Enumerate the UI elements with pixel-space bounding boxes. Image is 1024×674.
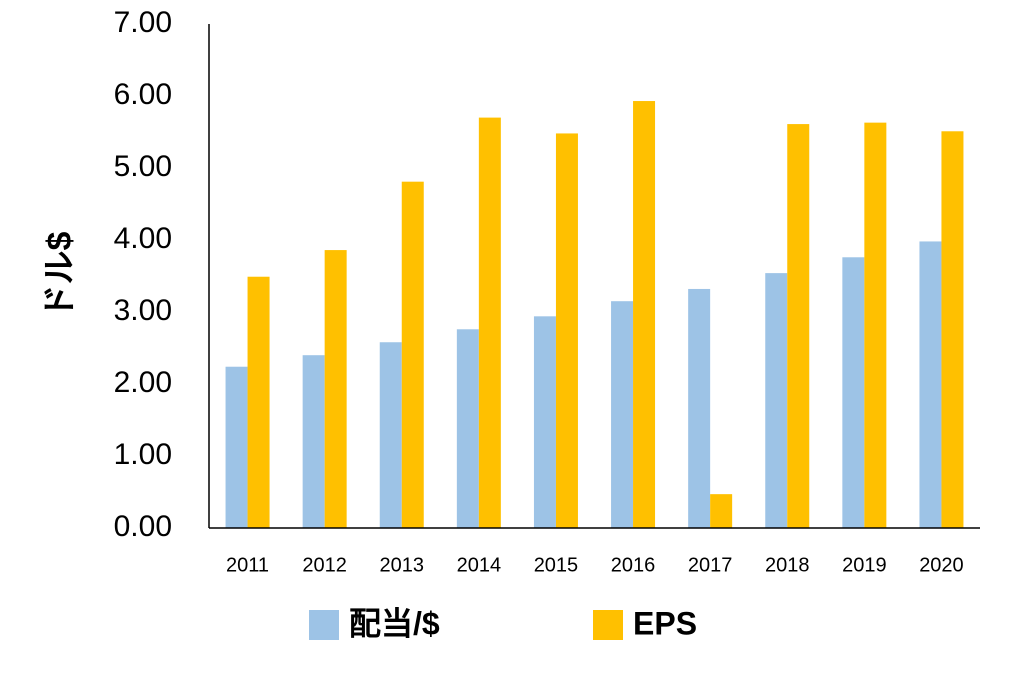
y-tick-label: 3.00 (114, 294, 172, 327)
bar-eps-2020 (941, 131, 964, 528)
x-tick-label: 2016 (611, 554, 656, 576)
x-tick-label: 2015 (534, 554, 579, 576)
bar-dividend-2016 (611, 301, 634, 528)
y-tick-label: 4.00 (114, 222, 172, 255)
bar-eps-2014 (478, 117, 501, 528)
legend-label: 配当/$ (349, 605, 440, 641)
x-tick-label: 2020 (919, 554, 964, 576)
y-tick-label: 1.00 (114, 438, 172, 471)
bar-eps-2019 (864, 122, 887, 528)
y-axis-ticks: 0.00 1.00 2.00 3.00 4.00 5.00 6.00 7.00 (114, 6, 172, 543)
x-tick-label: 2019 (842, 554, 887, 576)
bar-eps-2015 (555, 133, 578, 528)
bar-eps-2012 (324, 250, 347, 528)
bar-dividend-2015 (533, 316, 556, 528)
bar-dividend-2018 (765, 273, 788, 528)
x-tick-label: 2014 (457, 554, 502, 576)
bar-dividend-2019 (842, 257, 865, 528)
x-tick-label: 2011 (226, 554, 269, 576)
legend-swatch (593, 610, 623, 640)
legend: 配当/$ EPS (309, 605, 697, 641)
bar-eps-2017 (710, 494, 733, 528)
bar-eps-2011 (247, 276, 270, 528)
bar-dividend-2020 (919, 241, 942, 528)
bar-dividend-2011 (225, 366, 248, 528)
y-tick-label: 2.00 (114, 366, 172, 399)
bar-dividend-2014 (456, 329, 479, 528)
y-tick-label: 6.00 (114, 78, 172, 111)
x-tick-label: 2012 (302, 554, 347, 576)
bar-eps-2018 (787, 124, 810, 528)
bar-dividend-2017 (688, 288, 711, 528)
y-tick-label: 5.00 (114, 150, 172, 183)
bar-dividend-2012 (302, 355, 325, 528)
y-tick-label: 7.00 (114, 6, 172, 39)
x-axis-ticks: 2011 2012 2013 2014 2015 2016 2017 2018 2019 2020 (226, 554, 964, 576)
bar-dividend-2013 (379, 342, 402, 528)
y-tick-label: 0.00 (114, 510, 172, 543)
x-tick-label: 2017 (688, 554, 733, 576)
bars-group (225, 101, 964, 528)
y-axis-label: ドル$ (41, 231, 79, 318)
x-tick-label: 2018 (765, 554, 810, 576)
bar-eps-2016 (633, 101, 656, 528)
legend-swatch (309, 610, 339, 640)
legend-label: EPS (633, 605, 697, 641)
x-tick-label: 2013 (380, 554, 425, 576)
bar-eps-2013 (401, 181, 424, 528)
